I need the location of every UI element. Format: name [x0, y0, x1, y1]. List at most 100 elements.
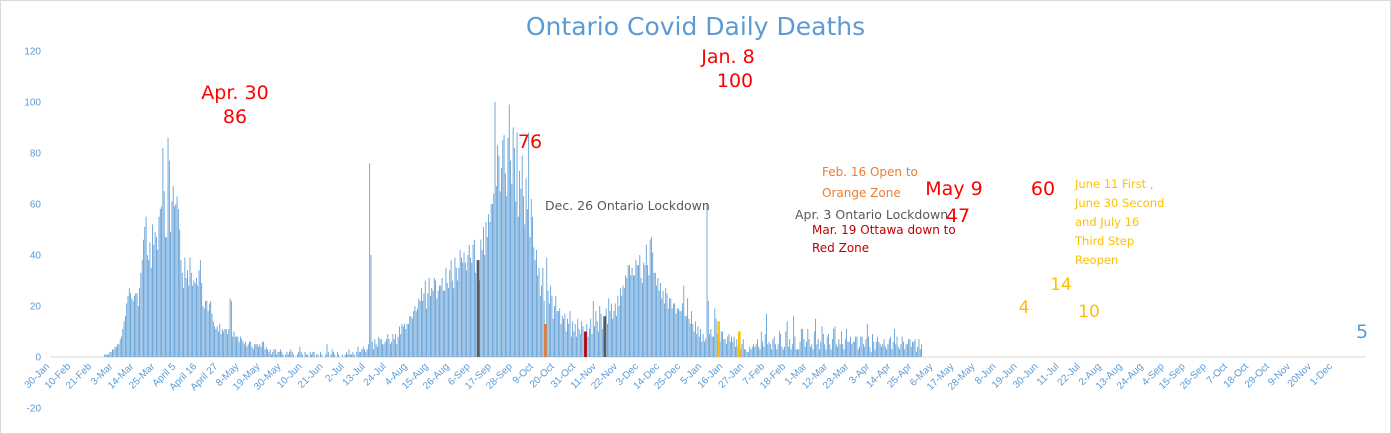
data-bar	[746, 351, 748, 357]
data-bar	[330, 354, 332, 357]
data-bar	[510, 160, 511, 357]
data-bar	[764, 334, 766, 357]
data-bar	[109, 351, 111, 357]
annotation-label: Mar. 19 Ottawa down to	[812, 223, 956, 237]
data-bar	[768, 341, 770, 357]
annotation-label: June 11 First ,	[1074, 177, 1154, 191]
data-bar	[113, 349, 115, 357]
data-bar	[517, 216, 519, 357]
data-bar	[795, 349, 797, 357]
data-bar	[196, 277, 197, 357]
data-bar	[424, 280, 426, 357]
data-bar	[161, 206, 163, 357]
data-bar	[214, 326, 215, 357]
data-bar	[435, 280, 437, 357]
data-bar	[680, 311, 682, 357]
data-bar	[713, 336, 714, 357]
data-bar	[415, 311, 417, 357]
data-bar	[342, 354, 343, 357]
data-bar	[281, 351, 283, 357]
data-bar	[568, 323, 570, 357]
annotation-label: Third Step	[1074, 234, 1134, 248]
data-bar	[719, 341, 721, 357]
data-bar	[833, 328, 835, 357]
data-bar	[170, 232, 172, 357]
data-bar	[685, 316, 687, 357]
data-bar	[759, 349, 761, 357]
data-bar	[857, 349, 859, 357]
data-bar	[347, 354, 349, 357]
data-bar	[918, 339, 920, 357]
data-bar	[458, 267, 460, 357]
data-bar	[587, 336, 589, 357]
data-bar	[353, 354, 355, 357]
data-bar	[865, 339, 867, 357]
data-bar	[506, 196, 508, 357]
data-bar	[736, 339, 738, 357]
data-bar	[417, 308, 418, 357]
data-bar	[384, 341, 386, 357]
data-bar	[866, 323, 868, 357]
data-bar	[201, 283, 203, 357]
data-bar	[426, 308, 427, 357]
data-bar	[782, 349, 784, 357]
data-bar	[155, 237, 157, 357]
data-bar	[702, 334, 704, 357]
data-bar	[773, 336, 775, 357]
data-bar	[820, 341, 822, 357]
data-bar	[539, 295, 541, 357]
data-bar	[701, 341, 703, 357]
data-bar	[694, 321, 696, 357]
data-bar	[843, 349, 845, 357]
data-bar	[643, 262, 645, 357]
data-bar	[757, 339, 758, 357]
x-tick-label: 22-Jul	[1056, 361, 1083, 388]
data-bar	[225, 328, 227, 357]
data-bar	[881, 346, 882, 357]
data-bar	[411, 318, 413, 357]
data-bar	[649, 239, 651, 357]
data-bar	[264, 349, 266, 357]
data-bar	[205, 300, 206, 357]
data-bar	[574, 323, 576, 357]
data-bar	[612, 318, 614, 357]
data-bar	[530, 198, 532, 357]
data-bar	[740, 349, 742, 357]
data-bar	[215, 328, 217, 357]
data-bar	[492, 204, 493, 357]
data-bar	[548, 303, 550, 357]
data-bar	[884, 346, 886, 357]
data-bar	[168, 160, 170, 357]
data-bar	[208, 303, 210, 357]
data-bar	[629, 265, 630, 357]
data-bar	[707, 300, 709, 357]
annotation-label: 76	[518, 131, 542, 153]
data-bar	[127, 295, 129, 357]
data-bar	[234, 336, 236, 357]
data-bar	[570, 336, 572, 357]
data-bar	[212, 321, 214, 357]
data-bar	[357, 346, 359, 357]
data-bar	[626, 277, 628, 357]
data-bar	[697, 326, 699, 357]
data-bar	[131, 298, 133, 357]
data-bar	[180, 260, 182, 357]
data-bar	[486, 237, 488, 357]
data-bar	[754, 346, 756, 357]
data-bar	[366, 349, 368, 357]
data-bar	[797, 349, 798, 357]
data-bar	[588, 328, 590, 357]
data-bar	[591, 334, 593, 357]
data-bar	[864, 346, 866, 357]
data-bar	[268, 351, 270, 357]
data-bar	[389, 344, 391, 357]
data-bar	[800, 328, 802, 357]
data-bar	[467, 255, 469, 357]
data-bar	[338, 354, 340, 357]
data-bar	[271, 354, 272, 357]
data-bar	[860, 336, 862, 357]
data-bar	[396, 344, 398, 357]
data-bar	[879, 344, 881, 357]
data-bar	[842, 344, 844, 357]
data-bar	[910, 346, 912, 357]
